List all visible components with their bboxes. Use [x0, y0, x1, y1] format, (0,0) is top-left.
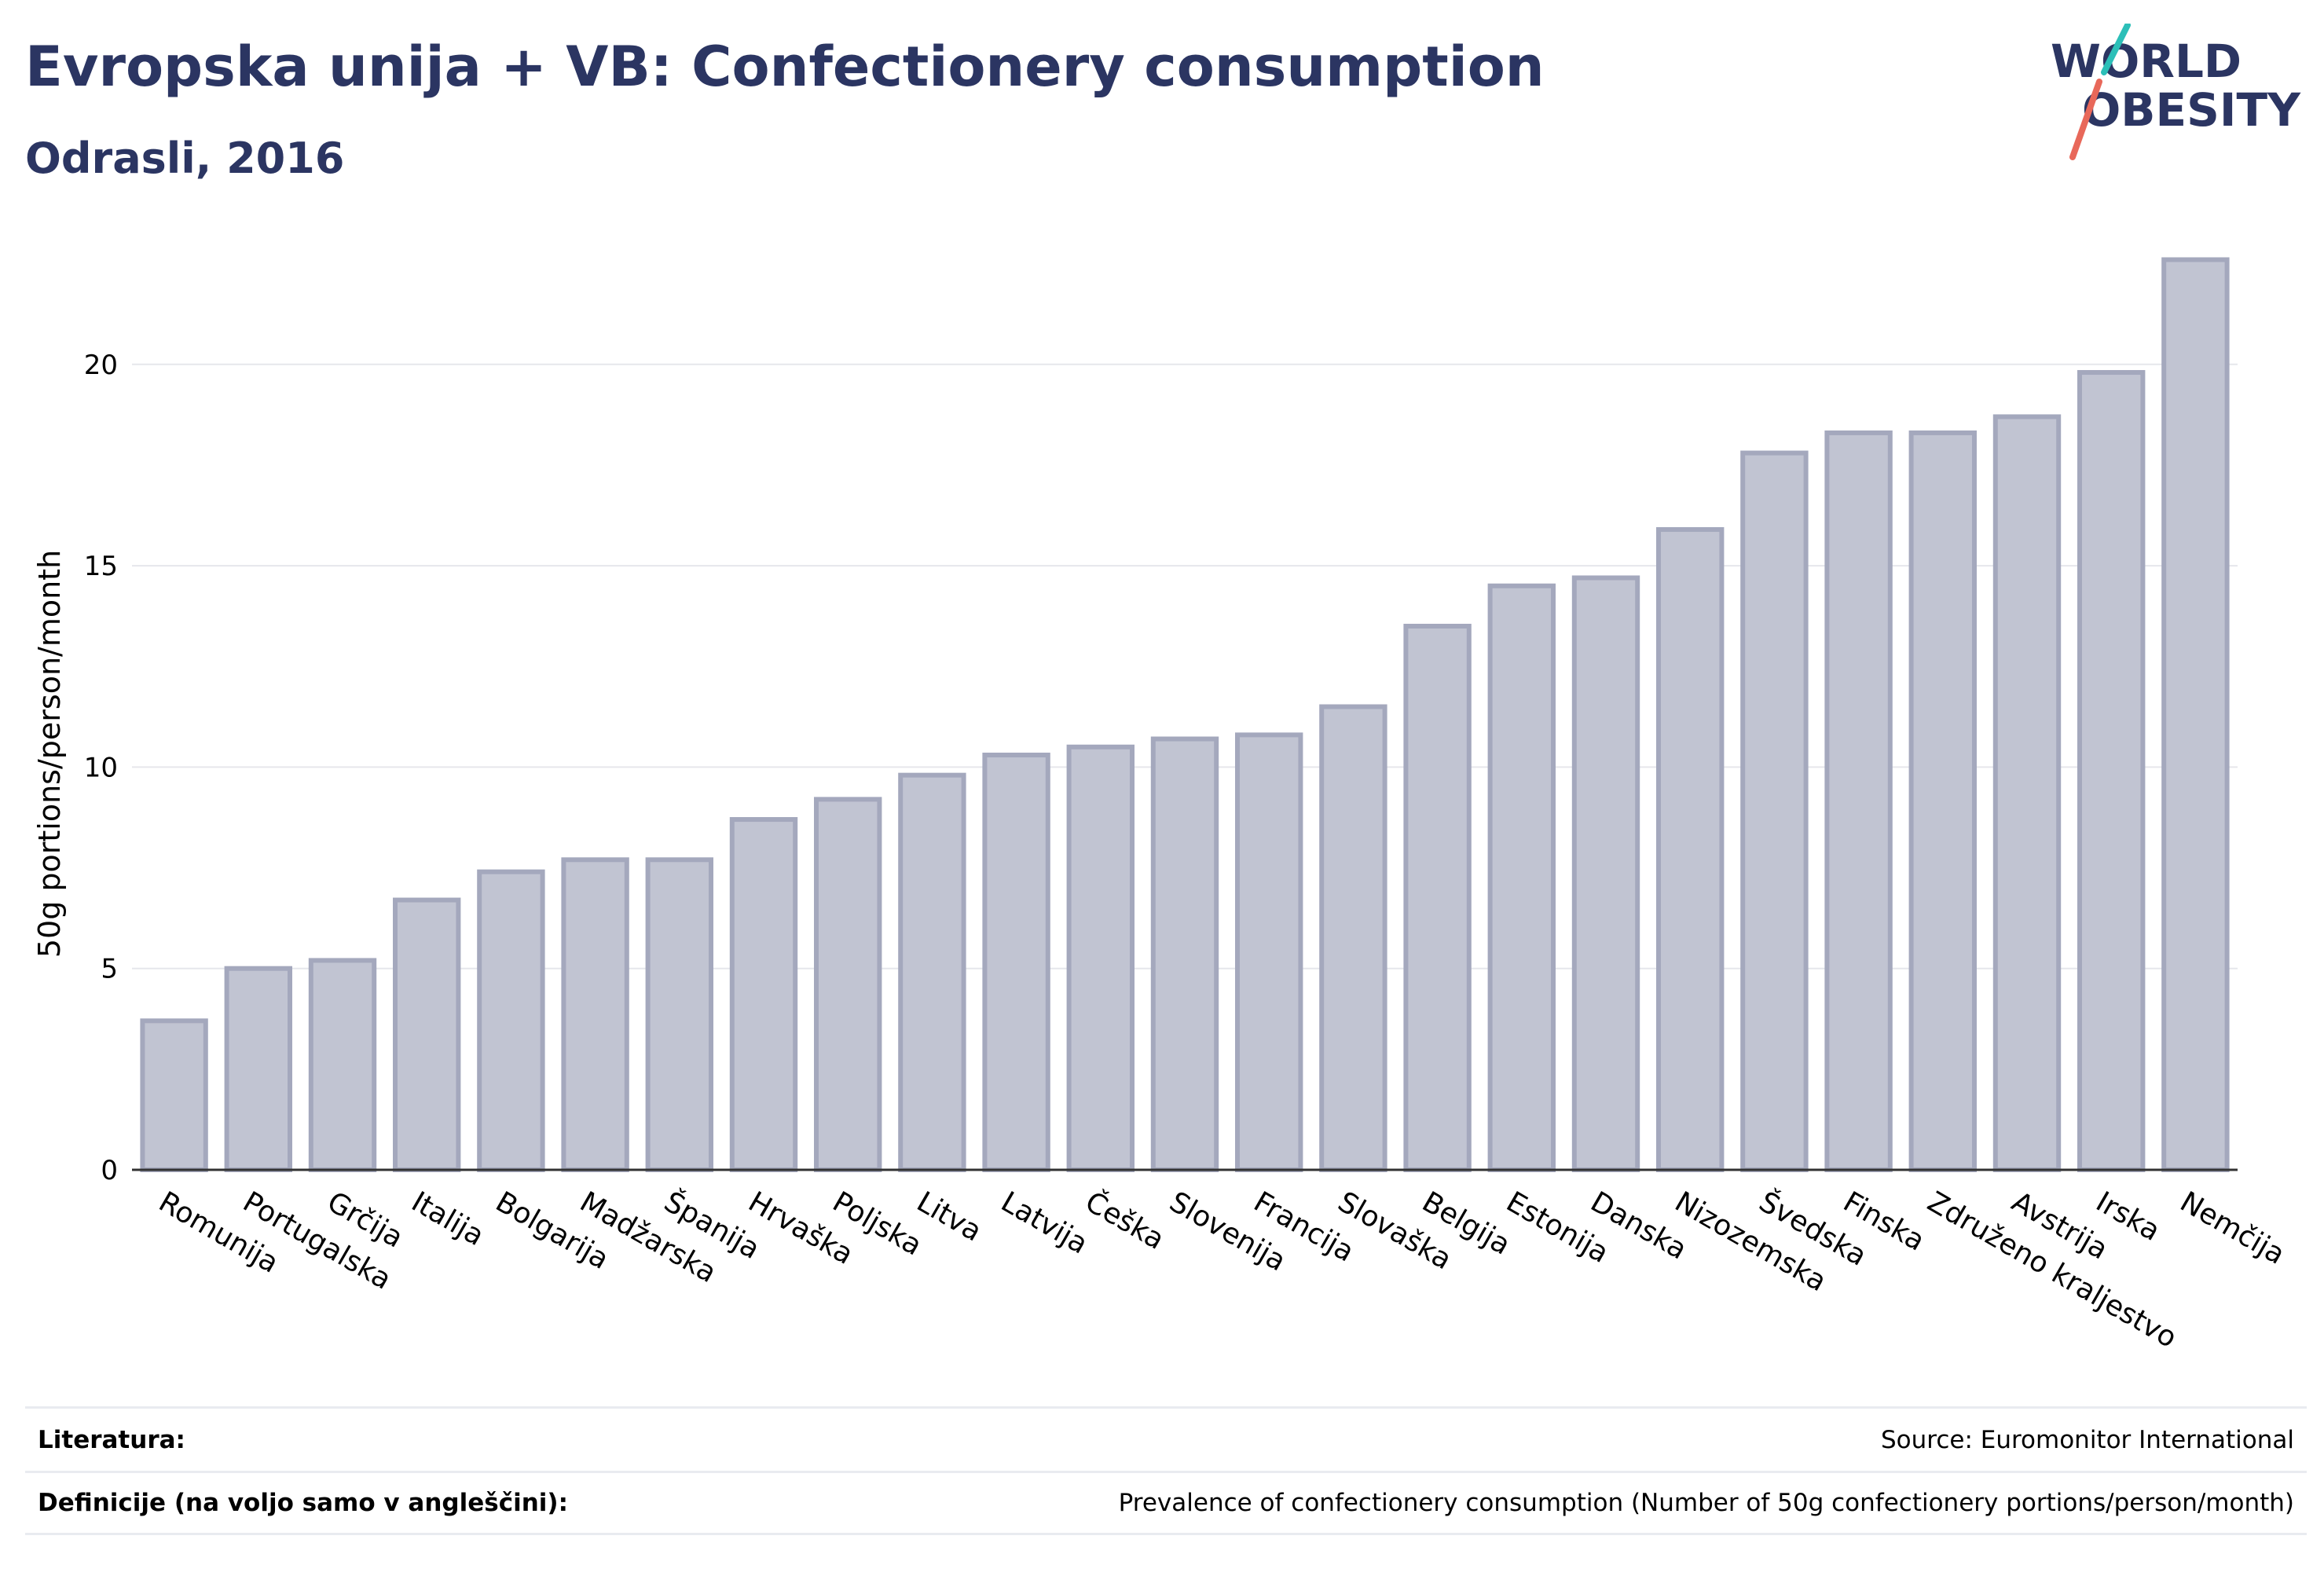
bar	[1235, 732, 1303, 1172]
bar	[1403, 623, 1472, 1172]
references-value: Source: Euromonitor International	[1880, 1425, 2294, 1454]
y-tick-label: 20	[84, 350, 118, 381]
bar	[308, 958, 377, 1172]
bar	[1319, 704, 1387, 1172]
y-tick-label: 0	[101, 1155, 118, 1186]
x-tick-label: Češka	[1080, 1185, 1170, 1256]
y-tick-label: 15	[84, 551, 118, 582]
bar	[1571, 575, 1640, 1172]
bar	[814, 797, 882, 1173]
bar	[729, 817, 798, 1172]
logo-line-1: WORLD	[2051, 35, 2242, 88]
bar	[393, 897, 461, 1172]
references-row: Literatura: Source: Euromonitor Internat…	[25, 1406, 2307, 1471]
bars	[140, 257, 2230, 1173]
bar	[1150, 736, 1219, 1172]
bar	[645, 857, 713, 1172]
definitions-value: Prevalence of confectionery consumption …	[1118, 1489, 2294, 1517]
logo-line-2: OBESITY	[2082, 83, 2301, 137]
logo-coral-slash	[2069, 79, 2102, 160]
bar	[1066, 744, 1135, 1172]
bar	[1992, 414, 2062, 1172]
bar-chart: 0 5 10 15 20 RomunijaPortugalskaGrčijaItalij…	[32, 257, 2290, 1354]
bar	[898, 772, 966, 1173]
bar	[224, 966, 293, 1173]
chart-footer: Literatura: Source: Euromonitor Internat…	[25, 1406, 2307, 1535]
definitions-label: Definicije (na voljo samo v angleščini):	[38, 1489, 568, 1517]
bar	[982, 753, 1050, 1172]
y-tick-label: 10	[84, 752, 118, 783]
y-axis-label: 50g portions/person/month	[32, 550, 67, 958]
world-obesity-logo: WORLD OBESITY	[2051, 24, 2301, 160]
bar	[1908, 430, 1978, 1172]
chart-subtitle: Odrasli, 2016	[25, 134, 345, 183]
x-tick-label: Nemčija	[2175, 1186, 2290, 1271]
references-label: Literatura:	[38, 1425, 185, 1454]
bar	[2077, 370, 2146, 1172]
bar	[140, 1018, 208, 1173]
chart-title: Evropska unija + VB: Confectionery consu…	[25, 35, 1545, 99]
x-tick-label: Italija	[406, 1186, 489, 1252]
x-tick-label: Latvija	[995, 1186, 1093, 1260]
bar	[2161, 257, 2230, 1172]
logo-teal-slash	[2101, 24, 2131, 75]
definitions-row: Definicije (na voljo samo v angleščini):…	[25, 1471, 2307, 1535]
y-axis-ticks: 0 5 10 15 20	[84, 350, 118, 1186]
bar	[1740, 450, 1809, 1172]
bar	[1824, 430, 1893, 1172]
bar	[561, 857, 629, 1172]
y-tick-label: 5	[101, 954, 118, 985]
bar	[1487, 583, 1556, 1172]
bar	[477, 869, 545, 1172]
bar	[1656, 526, 1725, 1172]
